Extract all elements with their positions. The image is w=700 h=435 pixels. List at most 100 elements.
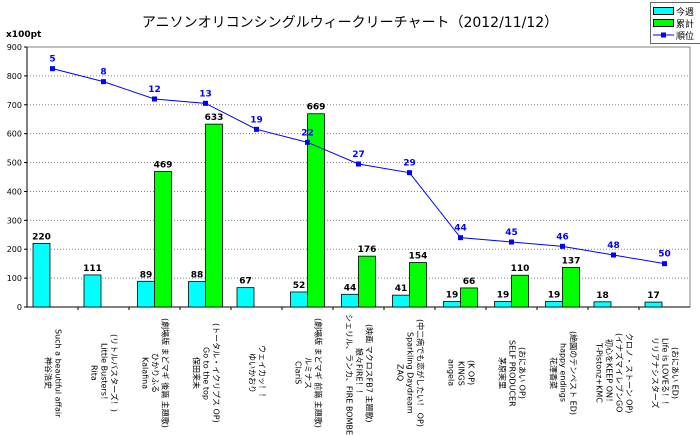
x-category: 神谷浩史 Such a beautiful affair <box>27 314 78 432</box>
rank-marker <box>611 252 616 258</box>
x-tick-label: 保田来未 Go to the top (トータル・イクリプス OP) <box>191 323 221 423</box>
bar-weekly <box>545 301 563 308</box>
x-tick-label: ClariS ルミナス (劇場版 まどマギ 前篇 主題歌) <box>293 318 323 428</box>
rank-label: 45 <box>505 228 518 238</box>
bar-weekly <box>137 280 155 308</box>
bar-weekly <box>32 243 51 308</box>
rank-marker <box>356 161 361 167</box>
y-tick-label: 100 <box>7 274 22 283</box>
bar-value-label: 88 <box>191 271 204 281</box>
y-tick-label: 200 <box>7 245 22 254</box>
x-tick-label: 神谷浩史 Such a beautiful affair <box>43 328 63 418</box>
x-category: 保田来未 Go to the top (トータル・イクリプス OP) <box>180 314 231 432</box>
rank-marker <box>101 79 106 85</box>
x-category: ZAQ Sparkling Daydream (中二病でも恋がしたい！ OP) <box>384 314 435 432</box>
legend-item-weekly: 今週 <box>653 5 699 18</box>
rank-label: 48 <box>607 241 620 251</box>
bar-value-label: 44 <box>344 283 357 293</box>
x-tick-label: ゆいかおり ウェイカッ！！ <box>247 345 267 401</box>
rank-marker <box>662 261 667 267</box>
bar-total <box>154 171 172 308</box>
bar-weekly <box>443 301 461 308</box>
bar-weekly <box>83 274 102 308</box>
bar-weekly <box>236 287 255 308</box>
chart-title: アニソンオリコンシングルウィークリーチャート（2012/11/12） <box>141 15 559 31</box>
bar-value-label: 111 <box>83 264 102 274</box>
x-category: Kalafina ひかりふる (劇場版 まどマギ 後篇 主題歌) <box>129 314 180 432</box>
bar-value-label: 110 <box>511 264 530 274</box>
bar-value-label: 19 <box>497 291 510 301</box>
rank-marker <box>305 139 310 145</box>
bar-weekly <box>392 294 410 308</box>
bar-value-label: 19 <box>548 291 561 301</box>
bar-total <box>307 113 325 308</box>
x-category: ClariS ルミナス (劇場版 まどマギ 前篇 主題歌) <box>282 314 333 432</box>
legend-swatch-cyan <box>653 7 674 15</box>
x-category: angela KINGS (K OP) <box>435 314 486 432</box>
bar-total <box>358 255 376 308</box>
rank-marker <box>560 243 565 249</box>
legend: 今週 累計 順位 <box>650 2 700 44</box>
x-tick-label: angela KINGS (K OP) <box>446 359 476 387</box>
y-tick-label: 500 <box>7 159 22 168</box>
x-tick-label: T-Pistonz+KMC 初心をKEEP ON！ (イナズマイレブンGO クロ… <box>594 332 634 414</box>
y-tick-label: 300 <box>7 216 22 225</box>
bar-total <box>562 267 580 308</box>
legend-item-rank: 順位 <box>653 29 699 42</box>
bar-value-label: 137 <box>562 256 581 266</box>
y-tick-label: 0 <box>17 303 22 312</box>
x-tick-label: Rita Little Busters！ (リトルバスターズ！) <box>89 334 119 412</box>
bar-total <box>409 262 427 308</box>
rank-label: 44 <box>454 224 467 234</box>
rank-label: 5 <box>49 55 55 65</box>
rank-label: 8 <box>100 68 106 78</box>
x-category: 花澤香菜 happy endings (絶園のテンペスト ED) <box>537 314 588 432</box>
rank-label: 29 <box>403 159 416 169</box>
rank-marker <box>152 96 157 102</box>
bar-value-label: 67 <box>239 277 252 287</box>
y-tick-label: 700 <box>7 101 22 110</box>
x-tick-label: ZAQ Sparkling Daydream (中二病でも恋がしたい！ OP) <box>395 319 425 427</box>
x-tick-label: Kalafina ひかりふる (劇場版 まどマギ 後篇 主題歌) <box>140 318 170 428</box>
bar-value-label: 469 <box>154 161 173 171</box>
bar-value-label: 633 <box>205 113 224 123</box>
rank-marker <box>458 235 463 241</box>
x-category: Rita Little Busters！ (リトルバスターズ！) <box>78 314 129 432</box>
legend-item-total: 累計 <box>653 17 699 30</box>
bar-value-label: 41 <box>395 284 408 294</box>
y-axis-label: x100pt <box>6 30 42 40</box>
bar-value-label: 176 <box>358 245 377 255</box>
bar-weekly <box>188 281 206 308</box>
rank-label: 46 <box>556 232 569 242</box>
rank-label: 13 <box>199 89 212 99</box>
bar-value-label: 17 <box>647 291 660 301</box>
y-tick-label: 800 <box>7 72 22 81</box>
bar-value-label: 89 <box>140 270 153 280</box>
x-category: ゆいかおり ウェイカッ！！ <box>231 314 282 432</box>
bar-value-label: 66 <box>463 277 476 287</box>
x-tick-label: リリアナシスターズ Life is LOVEる！！ (おにあい ED) <box>650 337 680 409</box>
rank-marker <box>203 100 208 106</box>
rank-marker <box>254 126 259 132</box>
x-category: シェリル、ランカ、FIRE BOMBER 娘々FIRE！！ (映画 マクロスFB… <box>333 314 384 435</box>
y-tick-label: 400 <box>7 187 22 196</box>
x-category: 茅原実里 SELF PRODUCER (おにあい OP) <box>486 314 537 432</box>
bar-value-label: 52 <box>293 281 306 291</box>
y-tick-label: 900 <box>7 43 22 52</box>
bar-weekly <box>644 301 663 308</box>
rank-label: 50 <box>658 250 671 260</box>
bar-weekly <box>341 293 359 308</box>
rank-marker <box>407 170 412 176</box>
bar-weekly <box>593 301 612 308</box>
x-category: T-Pistonz+KMC 初心をKEEP ON！ (イナズマイレブンGO クロ… <box>588 314 639 432</box>
rank-marker <box>509 239 514 245</box>
bar-weekly <box>494 301 512 308</box>
rank-label: 27 <box>352 150 365 160</box>
x-tick-label: 花澤香菜 happy endings (絶園のテンペスト ED) <box>548 331 578 415</box>
x-tick-label: シェリル、ランカ、FIRE BOMBER 娘々FIRE！！ (映画 マクロスFB… <box>344 314 374 435</box>
rank-label: 19 <box>250 115 263 125</box>
bar-value-label: 669 <box>307 103 326 113</box>
x-category: リリアナシスターズ Life is LOVEる！！ (おにあい ED) <box>639 314 690 432</box>
rank-label: 22 <box>301 128 314 138</box>
